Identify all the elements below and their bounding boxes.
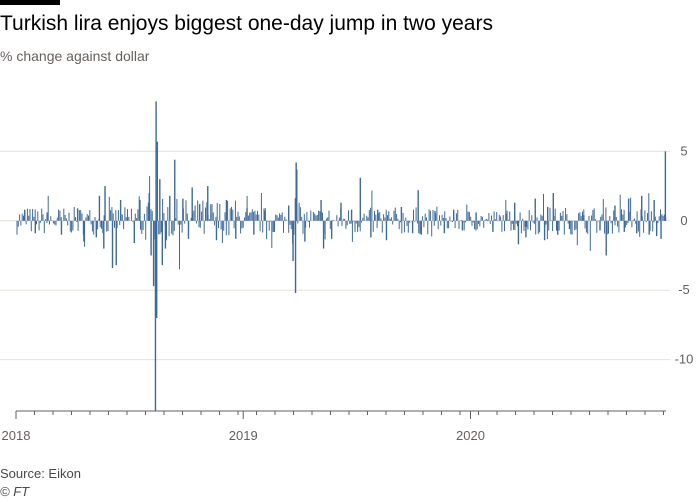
x-tick-label: 2019 [229, 428, 258, 443]
axes: 5 0 -5 -10 2018 2019 2020 [2, 143, 694, 443]
chart-subtitle: % change against dollar [0, 48, 150, 64]
y-tick-label: 0 [680, 213, 687, 228]
ft-top-rule [0, 0, 60, 5]
source-note: Source: Eikon [0, 466, 81, 481]
x-tick-label: 2020 [456, 428, 485, 443]
chart-title: Turkish lira enjoys biggest one-day jump… [0, 12, 493, 35]
y-tick-label: -10 [675, 352, 694, 367]
ft-credit: © FT [0, 484, 30, 499]
series-bars [16, 101, 667, 411]
y-tick-label: 5 [680, 143, 687, 158]
x-tick-label: 2018 [2, 428, 31, 443]
y-tick-label: -5 [678, 282, 690, 297]
gridlines [0, 150, 670, 361]
